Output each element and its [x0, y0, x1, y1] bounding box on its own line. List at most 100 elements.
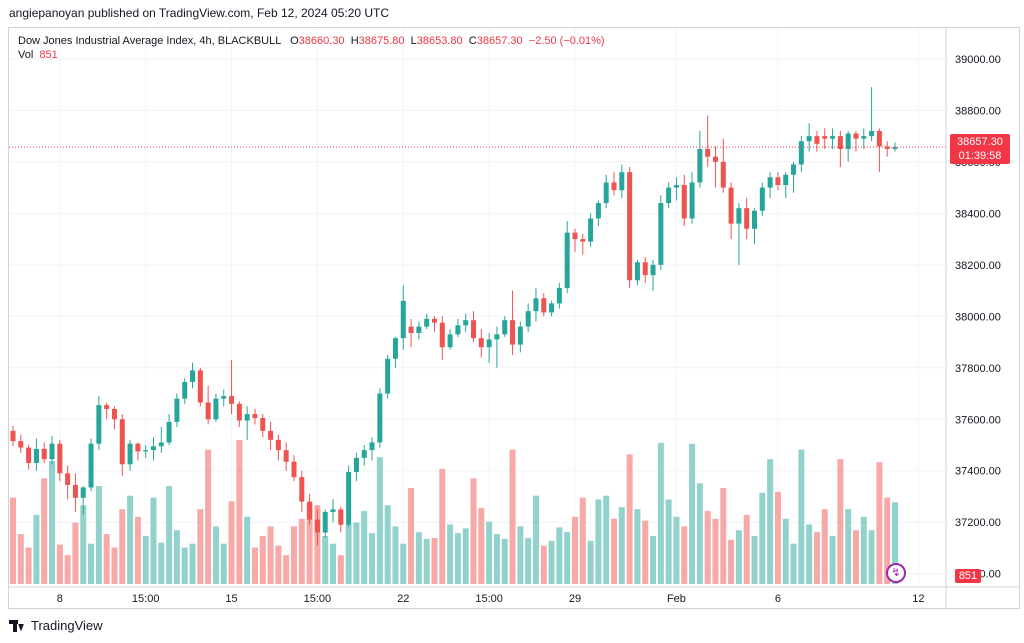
- volume-bar: [220, 543, 227, 584]
- y-tick-label: 37400.00: [955, 466, 1001, 478]
- brand-name: TradingView: [31, 618, 103, 633]
- tradingview-logo-icon: [9, 619, 27, 632]
- candle-body: [525, 311, 531, 327]
- candle-body: [681, 185, 687, 219]
- y-tick-label: 38400.00: [955, 208, 1001, 220]
- candle-body: [619, 172, 625, 191]
- volume-bar: [10, 497, 16, 584]
- candle-body: [88, 443, 94, 488]
- candle-body: [26, 447, 32, 464]
- volume-bar: [540, 545, 547, 584]
- symbol-legend[interactable]: Dow Jones Industrial Average Index, 4h, …: [18, 34, 605, 49]
- candle-body: [135, 443, 141, 452]
- candle-body: [650, 264, 656, 276]
- candle-body: [798, 141, 804, 165]
- symbol-name: Dow Jones Industrial Average Index, 4h, …: [18, 35, 281, 47]
- candle-body: [447, 334, 453, 348]
- volume-bar: [478, 508, 485, 584]
- y-tick-label: 38200.00: [955, 260, 1001, 272]
- volume-bar: [80, 505, 87, 584]
- volume-bar: [345, 524, 352, 584]
- open-value: 38660.30: [298, 35, 345, 47]
- volume-bar: [447, 524, 454, 584]
- volume-bar: [774, 491, 781, 584]
- candle-body: [837, 136, 843, 149]
- candle-body: [869, 130, 875, 137]
- candle-body: [104, 405, 110, 409]
- candle-body: [471, 320, 477, 339]
- candle-body: [158, 442, 164, 447]
- candle-body: [736, 208, 742, 224]
- volume-legend[interactable]: Vol 851: [18, 49, 58, 61]
- candle-body: [174, 398, 180, 422]
- candle-body: [283, 450, 289, 462]
- volume-bar: [618, 507, 625, 584]
- volume-bar: [431, 537, 438, 584]
- volume-bar: [415, 532, 422, 584]
- candle-body: [494, 334, 500, 340]
- volume-bar: [681, 526, 688, 584]
- candle-body: [697, 148, 703, 183]
- volume-bar: [236, 440, 243, 584]
- candle-body: [236, 403, 242, 421]
- volume-bar: [556, 527, 563, 584]
- candle-body: [728, 187, 734, 224]
- candle-body: [182, 381, 188, 399]
- candle-body: [65, 473, 71, 485]
- volume-bar: [790, 543, 797, 584]
- volume-bar: [49, 461, 56, 584]
- volume-bar: [400, 543, 407, 584]
- candle-body: [314, 519, 320, 533]
- candle-body: [642, 262, 648, 276]
- candle-body: [666, 187, 672, 204]
- volume-bar: [735, 530, 742, 584]
- candle-body: [143, 450, 149, 452]
- candle-body: [252, 414, 258, 418]
- volume-bar: [579, 497, 586, 584]
- volume-bar: [244, 516, 251, 584]
- volume-bar: [353, 522, 360, 584]
- x-tick-label: 29: [569, 593, 581, 605]
- candle-body: [689, 182, 695, 219]
- candle-body: [361, 450, 367, 458]
- tradingview-brand[interactable]: TradingView: [9, 618, 103, 633]
- volume-bar: [798, 449, 805, 584]
- volume-bar: [642, 520, 649, 584]
- lightning-icon[interactable]: ↯: [886, 563, 906, 583]
- volume-bar: [634, 509, 641, 584]
- volume-bar: [64, 555, 71, 584]
- candle-body: [533, 298, 539, 312]
- volume-bar: [571, 516, 578, 584]
- candle-body: [229, 396, 235, 404]
- high-label: H: [350, 35, 359, 47]
- candle-body: [705, 148, 711, 157]
- volume-bar: [525, 537, 532, 584]
- volume-bar: [852, 530, 859, 584]
- candle-body: [892, 147, 898, 149]
- candle-body: [41, 448, 47, 460]
- candle-body: [190, 370, 196, 382]
- volume-bar: [423, 538, 430, 584]
- volume-tag: 851: [955, 569, 981, 583]
- change-value: −2.50 (−0.01%): [528, 35, 605, 47]
- candle-body: [744, 208, 750, 229]
- volume-bar: [728, 539, 735, 584]
- volume-bar: [806, 524, 813, 584]
- volume-bar: [439, 468, 446, 584]
- x-tick-label: 15: [225, 593, 237, 605]
- y-tick-label: 37200.00: [955, 517, 1001, 529]
- candle-body: [10, 430, 16, 442]
- volume-bar: [743, 514, 750, 584]
- volume-bar: [251, 547, 258, 584]
- volume-bar: [369, 533, 376, 584]
- volume-bar: [298, 518, 305, 584]
- volume-bar: [517, 526, 524, 584]
- candle-body: [431, 318, 437, 323]
- candle-body: [564, 232, 570, 288]
- candle-body: [814, 136, 820, 144]
- high-value: 38675.80: [358, 35, 405, 47]
- chart-frame[interactable]: [8, 27, 1020, 609]
- candle-body: [876, 130, 882, 147]
- candle-body: [346, 472, 352, 525]
